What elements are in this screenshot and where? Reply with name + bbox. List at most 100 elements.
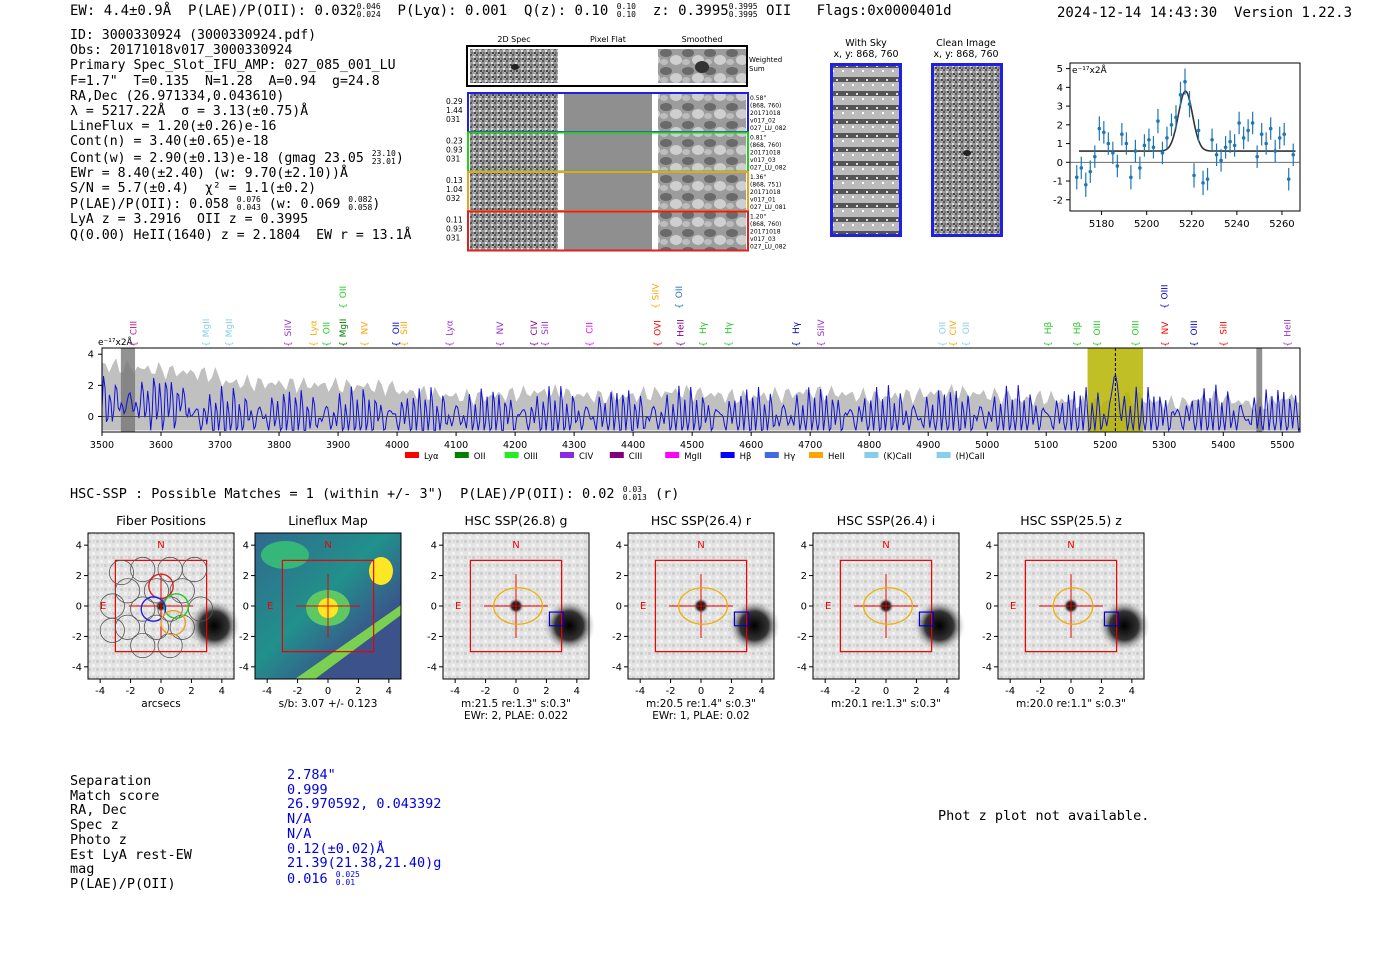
line-marker-brace: { xyxy=(653,341,663,347)
panel-xtick-label: -4 xyxy=(635,686,645,697)
fit-point xyxy=(1273,149,1277,153)
fit-point xyxy=(1088,169,1093,174)
fiber-circle xyxy=(99,617,125,643)
legend-swatch xyxy=(864,452,879,458)
panel-xtick-label: 0 xyxy=(698,686,704,697)
photz-message: Phot z plot not available. xyxy=(938,808,1150,824)
panel-ytick-label: 2 xyxy=(243,571,249,582)
clean-image xyxy=(931,63,1003,237)
info-sn: S/N = 5.7(±0.4) χ² = 1.1(±0.2) xyxy=(70,181,317,197)
panel-xtick-label: -4 xyxy=(95,686,105,697)
fit-scale-label: e⁻¹⁷x2Å xyxy=(1072,64,1108,76)
panel-xtick-label: -2 xyxy=(666,686,676,697)
qz-summary: Q(z): 0.10 xyxy=(523,3,609,19)
panel-ytick-label: -4 xyxy=(797,662,807,673)
top-marker-brace: { xyxy=(1160,303,1170,309)
line-marker-brace: { xyxy=(817,341,827,347)
panel-ytick-label: 4 xyxy=(801,541,807,552)
fit-point xyxy=(1183,79,1187,84)
match-score: 0.999 xyxy=(287,781,328,798)
col-smoothed: Smoothed xyxy=(682,35,723,44)
legend-swatch xyxy=(764,452,779,458)
north-label: N xyxy=(882,540,889,551)
panel-xtick-label: -2 xyxy=(481,686,491,697)
col-2d-spec: 2D Spec xyxy=(497,35,530,44)
line-marker-brace: { xyxy=(496,341,506,347)
east-label: E xyxy=(640,601,646,612)
line-marker-brace: { xyxy=(446,341,456,347)
line-marker-brace: { xyxy=(400,341,410,347)
panel-ytick-label: 0 xyxy=(243,602,249,613)
line-marker-label: NV xyxy=(1161,321,1171,335)
panel-ytick-label: 2 xyxy=(616,571,622,582)
fit-point xyxy=(1259,132,1264,136)
with-sky-image xyxy=(830,63,902,237)
hsc-header: HSC-SSP : Possible Matches = 1 (within +… xyxy=(70,485,680,503)
fiber-circle xyxy=(181,556,208,583)
panel-xtick-label: 2 xyxy=(1098,686,1104,697)
spec-xtick-label: 3600 xyxy=(149,440,173,451)
panel-xtick-label: 0 xyxy=(1068,686,1074,697)
fiber-circle-highlight xyxy=(148,573,174,600)
info-primary: Primary Spec_Slot_IFU_AMP: 027_085_001_L… xyxy=(70,58,396,74)
panel-xtick-label: 4 xyxy=(219,686,225,697)
fiber-circle xyxy=(114,614,141,640)
match-label: P(LAE)/P(OII) xyxy=(70,875,176,892)
fit-ytick-label: 5 xyxy=(1057,64,1063,75)
spec-xtick-label: 5100 xyxy=(1034,440,1058,451)
line-marker-label: OIII xyxy=(1190,320,1200,335)
fit-point xyxy=(1255,154,1259,159)
with-sky-title: With Sky x, y: 868, 760 xyxy=(833,38,899,60)
counterpart-box xyxy=(918,611,934,627)
fit-curve xyxy=(1079,90,1296,152)
line-marker-label: SiIV xyxy=(817,319,827,337)
aperture-box xyxy=(281,559,375,653)
panel-xtick-label: 2 xyxy=(913,686,919,697)
aperture-ellipse xyxy=(863,587,913,625)
line-marker-label: CIV xyxy=(530,320,540,336)
ew-summary: EW: 4.4±0.9Å xyxy=(70,3,172,19)
fit-point xyxy=(1192,173,1196,178)
panel-xtick-label: 0 xyxy=(158,686,164,697)
fiber-row-info: 1.20" (868, 760) 20171018 v017_03 027_LU_082 xyxy=(750,214,787,251)
fit-point xyxy=(1214,152,1219,157)
fit-point xyxy=(1268,126,1273,131)
panel-xtick-label: 2 xyxy=(543,686,549,697)
panel-xtick-label: -4 xyxy=(820,686,830,697)
fit-point xyxy=(1291,152,1296,157)
line-marker-brace: { xyxy=(1190,341,1200,347)
flags: Flags:0x0000401d xyxy=(816,3,952,19)
top-marker-brace: { xyxy=(652,303,662,309)
fit-point xyxy=(1079,166,1084,170)
panel-xtick-label: 4 xyxy=(386,686,392,697)
match-label: Match score xyxy=(70,787,160,804)
info-lya: LyA z = 3.2916 OII z = 0.3995 xyxy=(70,212,309,228)
aperture-ellipse xyxy=(678,587,728,625)
fit-point xyxy=(1219,158,1223,163)
info-ewr: EWr = 8.40(±2.40) (w: 9.70(±2.10))Å xyxy=(70,165,348,181)
fiber-smooth-cutout xyxy=(658,173,746,210)
fit-point xyxy=(1111,151,1115,155)
aperture-ellipse xyxy=(1052,587,1094,625)
spec-xtick-label: 4700 xyxy=(798,440,822,451)
match-specz: N/A xyxy=(287,811,312,828)
line-marker-brace: { xyxy=(309,341,319,347)
panel-caption: m:20.5 re:1.4" s:0.3" xyxy=(646,698,756,710)
panel-caption: s/b: 3.07 +/- 0.123 xyxy=(279,698,378,710)
fit-xtick-label: 5240 xyxy=(1224,219,1249,230)
panel-xtick-label: 4 xyxy=(759,686,765,697)
panel-xtick-label: 0 xyxy=(513,686,519,697)
east-label: E xyxy=(100,601,106,612)
fiber-circle xyxy=(114,578,141,604)
fit-point xyxy=(1106,141,1111,146)
legend-label: CIII xyxy=(629,452,642,462)
fit-ytick-label: -1 xyxy=(1053,177,1063,188)
panel-title: HSC SSP(26.4) r xyxy=(651,513,752,528)
fit-ytick-label: 1 xyxy=(1057,139,1063,150)
fiber-cutouts: 2D Spec Pixel Flat Smoothed Weighted Sum … xyxy=(446,35,787,252)
line-marker-label: OVI xyxy=(653,320,663,336)
info-qheii: Q(0.00) HeII(1640) z = 2.1804 EW r = 13.… xyxy=(70,227,412,243)
legend-swatch xyxy=(560,452,574,458)
line-marker-brace: { xyxy=(284,341,294,347)
spectrum-line xyxy=(101,374,1301,433)
